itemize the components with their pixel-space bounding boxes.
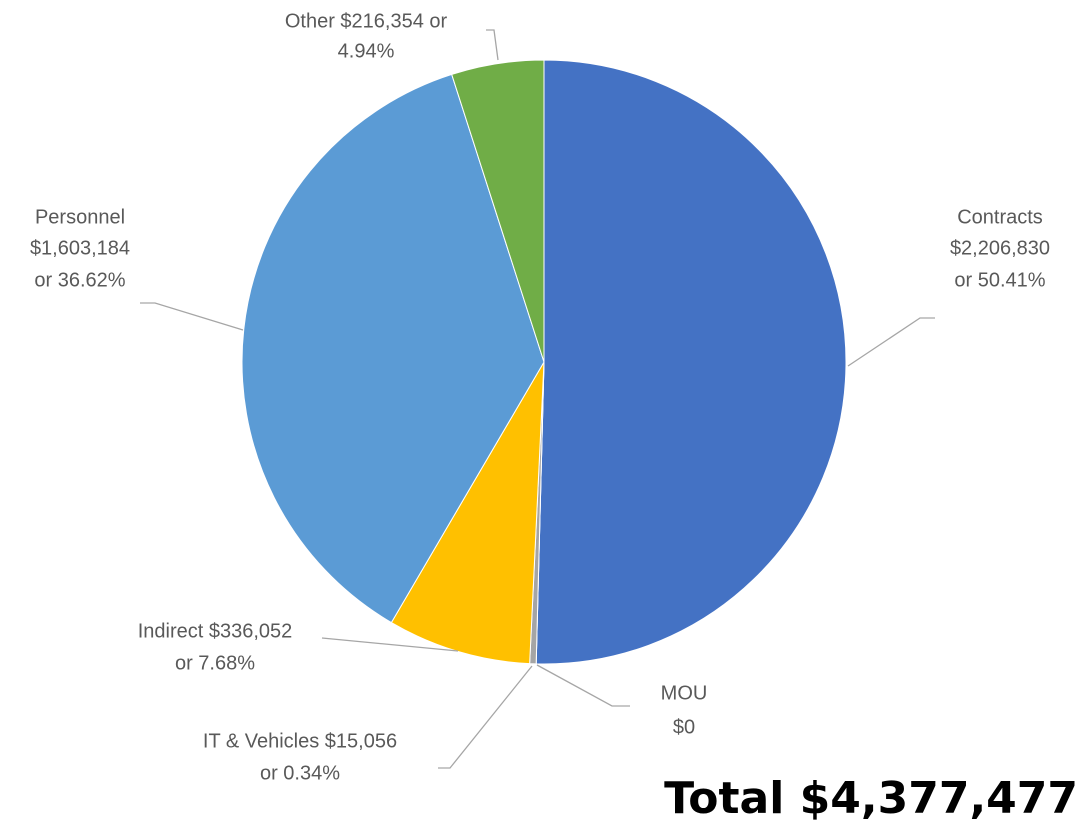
pie-slice [535,59,847,665]
data-label: or 50.41% [954,269,1045,291]
leader-line [536,664,630,707]
data-label: Other $216,354 or [285,10,448,32]
data-label: $2,206,830 [950,237,1050,259]
data-label: $0 [673,716,695,738]
data-label: or 0.34% [260,762,340,784]
leader-line [847,317,935,367]
data-label: $1,603,184 [30,237,130,259]
pie-slice [390,361,545,665]
data-label: MOU [661,682,708,704]
data-label: IT & Vehicles $15,056 [203,730,397,752]
data-label: Personnel [35,206,125,228]
data-label: Contracts [957,206,1043,228]
total-label: Total $4,377,477 [664,773,1078,824]
leader-line [321,637,459,652]
leader-line [140,302,244,331]
pie-slice [451,59,545,363]
leader-line [438,665,533,769]
data-label: or 36.62% [34,269,125,291]
pie-slice [241,73,545,624]
data-label: or 7.68% [175,652,255,674]
leader-line [486,29,499,61]
data-label: 4.94% [338,40,395,62]
data-label: Indirect $336,052 [138,620,293,642]
